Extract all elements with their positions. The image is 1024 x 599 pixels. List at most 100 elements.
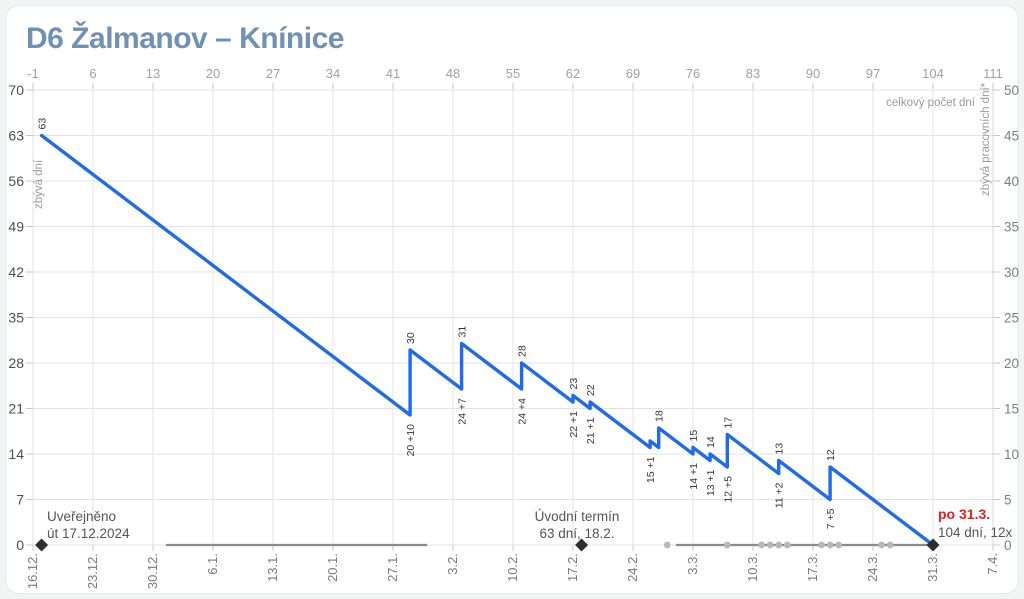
milestone-diamond: [926, 538, 940, 552]
date-label: 31.3.: [925, 553, 940, 582]
valley-label: 24 +4: [517, 398, 529, 425]
left-axis-tick-label: 70: [8, 82, 24, 98]
right-axis-tick-label: 10: [1004, 447, 1019, 462]
final-term-line1: po 31.3.: [938, 506, 990, 522]
left-axis-tick-label: 21: [8, 401, 24, 417]
valley-label: 7 +5: [825, 508, 837, 529]
valley-label: 24 +7: [457, 398, 469, 425]
top-axis-tick-label: 48: [446, 66, 460, 81]
change-dot: [723, 541, 731, 549]
valley-label: 13 +1: [705, 469, 717, 496]
valley-label: 22 +1: [568, 411, 580, 438]
left-axis-tick-label: 49: [8, 219, 24, 235]
peak-label: 14: [705, 436, 717, 448]
initial-term-line2: 63 dní, 18.2.: [539, 526, 614, 541]
right-axis-tick-label: 5: [1004, 493, 1012, 508]
date-label: 10.2.: [505, 553, 520, 582]
date-label: 16.12.: [25, 553, 40, 589]
left-axis-tick-label: 35: [8, 310, 24, 326]
date-label: 30.12.: [145, 553, 160, 589]
change-dot: [886, 541, 894, 549]
right-axis-title: zbývá pracovních dní*: [980, 82, 992, 196]
top-axis-tick-label: 6: [89, 66, 96, 81]
date-label: 24.2.: [625, 553, 640, 582]
date-label: 7.4.: [985, 553, 1000, 575]
top-axis-tick-label: 34: [326, 66, 340, 81]
milestone-diamond: [575, 538, 589, 552]
peak-label: 15: [688, 430, 700, 442]
date-label: 17.2.: [565, 553, 580, 582]
date-label: 10.3.: [745, 553, 760, 582]
peak-label: 12: [825, 449, 837, 461]
page-title: D6 Žalmanov – Knínice: [26, 22, 344, 55]
change-dot: [826, 541, 834, 549]
top-axis-tick-label: 55: [506, 66, 520, 81]
left-axis-tick-label: 7: [16, 492, 24, 508]
top-axis-tick-label: 20: [206, 66, 220, 81]
left-axis-tick-label: 42: [8, 264, 24, 280]
series-layer: [35, 133, 940, 552]
top-axis-tick-label: 13: [146, 66, 160, 81]
right-axis-tick-label: 45: [1004, 129, 1019, 144]
peak-label: 17: [722, 417, 734, 429]
right-axis-tick-label: 40: [1004, 174, 1019, 189]
left-axis-title: zbývá dní: [33, 159, 45, 209]
top-axis-tick-label: -1: [27, 66, 39, 81]
top-axis-title: celkový počet dní: [886, 97, 976, 109]
value-label-layer: 63 30 31 28 23 22 18 15 14 17 13 12 20 +10 24 +7 24 +4…: [37, 118, 838, 530]
top-axis-tick-label: 27: [266, 66, 280, 81]
peak-label: 13: [774, 443, 786, 455]
top-axis-tick-label: 41: [386, 66, 400, 81]
top-axis-tick-label: 83: [746, 66, 760, 81]
right-axis-tick-label: 25: [1004, 311, 1019, 326]
published-note-line2: út 17.12.2024: [47, 526, 130, 541]
right-axis-tick-label: 50: [1004, 83, 1019, 98]
right-axis-tick-label: 15: [1004, 402, 1019, 417]
top-axis-tick-label: 111: [983, 66, 1003, 81]
grid-layer: -1 16.12. 6 23.12. 13 30.12. 20 6.1. 27 13.1. 34 20…: [8, 66, 1019, 589]
zero-line-layer: [165, 541, 933, 549]
top-axis-tick-label: 104: [922, 66, 944, 81]
valley-label: 15 +1: [645, 456, 657, 483]
peak-label: 30: [405, 332, 417, 344]
date-label: 3.2.: [445, 553, 460, 575]
valley-label: 20 +10: [405, 424, 417, 457]
change-dot: [758, 541, 765, 549]
valley-label: 21 +1: [585, 417, 597, 444]
peak-label: 23: [568, 378, 580, 390]
date-label: 24.3.: [865, 553, 880, 582]
top-axis-tick-label: 97: [866, 66, 880, 81]
date-label: 17.3.: [805, 553, 820, 582]
valley-label: 11 +2: [774, 482, 786, 508]
change-dot: [835, 541, 843, 549]
top-axis-tick-label: 62: [566, 66, 580, 81]
date-label: 23.12.: [85, 553, 100, 589]
valley-label: 14 +1: [688, 463, 700, 490]
top-axis-tick-label: 69: [626, 66, 640, 81]
peak-label: 31: [457, 326, 469, 338]
left-axis-tick-label: 0: [16, 537, 24, 553]
final-term-line2: 104 dní, 12x: [938, 525, 1013, 540]
date-label: 13.1.: [265, 553, 280, 582]
change-dot: [818, 541, 825, 549]
left-axis-tick-label: 28: [8, 355, 24, 371]
chart-card: [5, 5, 1019, 594]
milestone-diamond: [35, 538, 49, 552]
right-axis-tick-label: 0: [1004, 538, 1012, 553]
change-dot: [783, 541, 791, 549]
published-note-line1: Uveřejněno: [47, 509, 116, 524]
date-label: 6.1.: [205, 553, 220, 575]
left-axis-tick-label: 56: [8, 173, 24, 189]
left-axis-tick-label: 14: [8, 446, 24, 462]
right-axis-tick-label: 20: [1004, 356, 1019, 371]
top-axis-tick-label: 90: [806, 66, 820, 81]
peak-label: 18: [654, 410, 666, 422]
initial-term-line1: Úvodní termín: [535, 509, 620, 524]
left-axis-tick-label: 63: [8, 128, 24, 144]
peak-label: 63: [37, 118, 49, 130]
date-label: 3.3.: [685, 553, 700, 575]
change-dot: [878, 541, 885, 549]
peak-label: 28: [517, 345, 529, 357]
valley-label: 12 +5: [722, 476, 734, 503]
